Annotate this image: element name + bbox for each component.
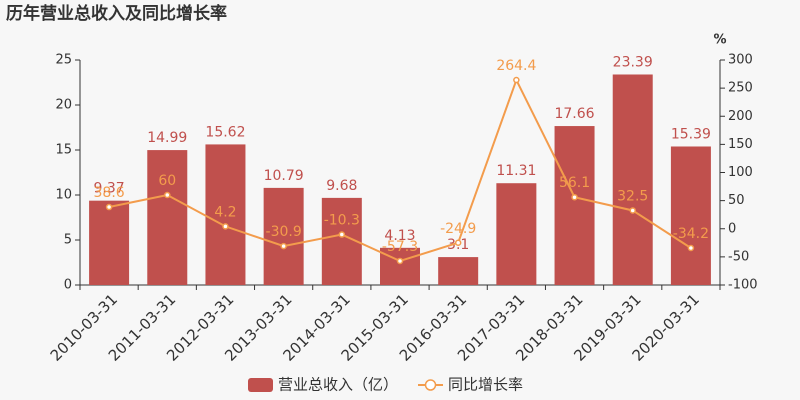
line-point: [571, 193, 578, 201]
bar: [554, 126, 595, 285]
bar: [438, 257, 479, 285]
bar-value-label: 15.62: [205, 124, 245, 140]
bar: [205, 144, 246, 285]
y-tick-label: 0: [64, 278, 72, 293]
bar-value-label: 14.99: [147, 130, 187, 146]
line-point: [687, 244, 695, 252]
bar: [496, 183, 537, 285]
line-point: [338, 231, 346, 238]
line-value-label: -24.9: [440, 221, 476, 237]
y-tick-label: 15: [55, 143, 72, 158]
legend-label: 同比增长率: [448, 376, 523, 394]
bar: [89, 200, 130, 285]
line-point: [164, 191, 171, 199]
bar-value-label: 23.39: [613, 54, 653, 70]
y2-tick-label: 50: [728, 193, 745, 208]
line-value-label: 4.2: [214, 204, 236, 220]
bar-value-label: 11.31: [496, 163, 536, 179]
line-point: [222, 223, 229, 230]
line-point: [629, 207, 636, 214]
bar-value-label: 4.13: [384, 228, 415, 244]
legend-swatch: [248, 378, 273, 392]
legend-label: 营业总收入（亿）: [278, 376, 398, 394]
bar-value-label: 15.39: [671, 126, 711, 142]
bar-value-label: 17.66: [554, 106, 594, 122]
line-point: [396, 257, 404, 265]
bar-value-label: 9.37: [94, 181, 125, 197]
bar: [147, 150, 188, 285]
legend-swatch: [424, 379, 437, 391]
y2-tick-label: 0: [728, 221, 736, 236]
line-value-label: -34.2: [673, 226, 709, 242]
bar-value-label: 10.79: [264, 168, 304, 184]
line-value-label: 32.5: [617, 188, 648, 204]
y-tick-label: 25: [55, 53, 72, 68]
line-point: [513, 76, 520, 84]
line-value-label: 38.6: [94, 185, 125, 201]
bar: [612, 74, 653, 286]
bar-value-label: 9.68: [326, 178, 357, 194]
line-value-label: -10.3: [324, 213, 360, 229]
bar: [670, 146, 711, 285]
y-tick-label: 20: [55, 98, 72, 113]
y2-tick-label: 100: [728, 165, 753, 180]
y-tick-label: 5: [64, 233, 72, 248]
y-tick-label: 10: [55, 188, 72, 203]
y2-axis-label: %: [713, 33, 726, 48]
line-value-label: -57.3: [382, 239, 418, 255]
chart-title: 历年营业总收入及同比增长率: [6, 3, 227, 24]
bar: [263, 187, 304, 285]
y2-tick-label: 150: [728, 137, 753, 152]
y2-tick-label: -100: [728, 278, 758, 293]
line-value-label: -30.9: [266, 224, 302, 240]
line-value-label: 60: [158, 173, 176, 189]
y2-tick-label: 200: [728, 109, 753, 124]
line-point: [105, 203, 113, 211]
line-value-label: 56.1: [559, 175, 590, 191]
y2-tick-label: 300: [728, 53, 753, 68]
line-point: [454, 239, 462, 247]
y2-tick-label: 250: [728, 81, 753, 96]
line-point: [280, 242, 287, 250]
y2-tick-label: -50: [728, 249, 749, 264]
line-value-label: 264.4: [496, 58, 536, 74]
